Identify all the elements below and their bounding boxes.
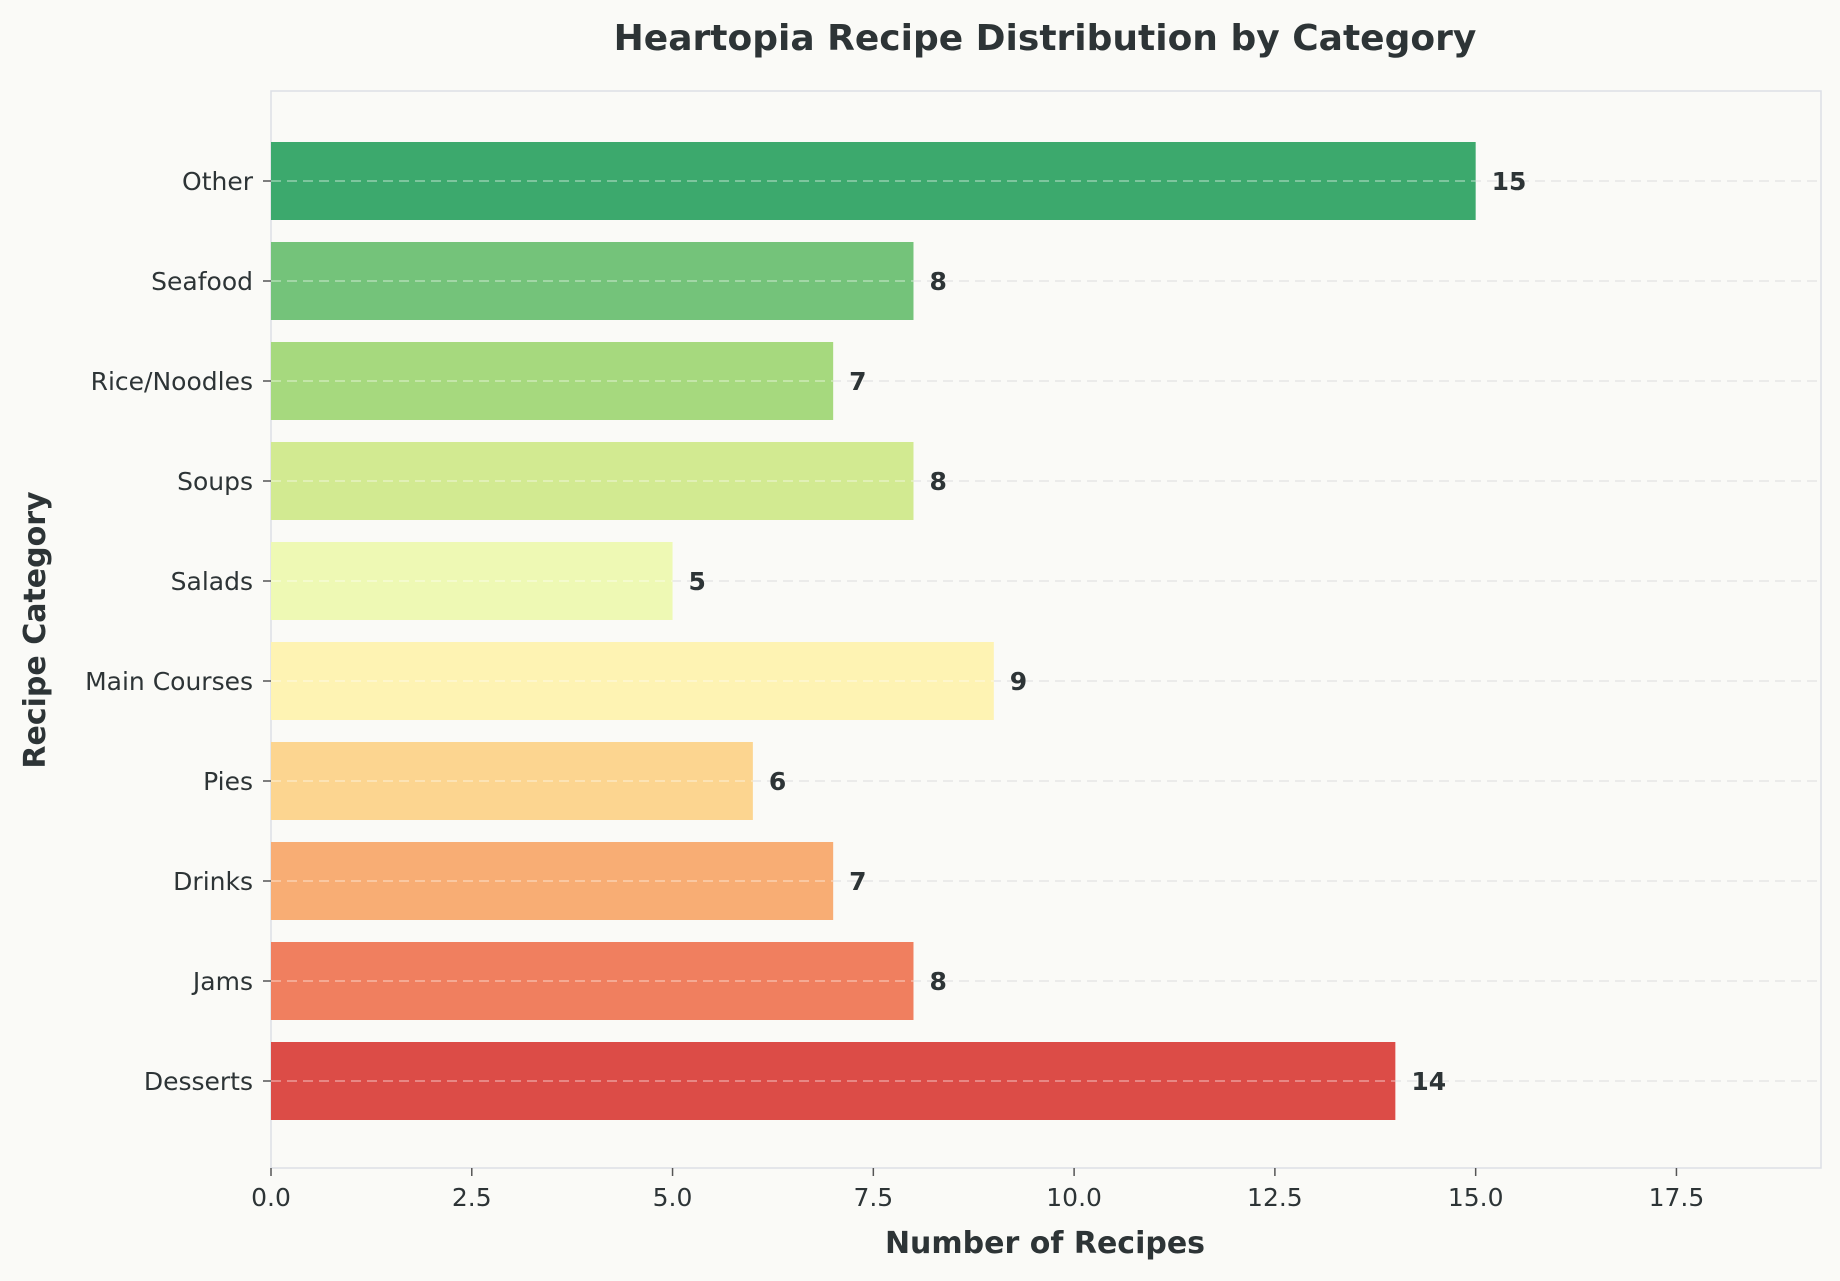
data-label-soups: 8 — [929, 467, 946, 496]
y-tick-label-soups: Soups — [177, 467, 253, 496]
data-label-jams: 8 — [929, 967, 946, 996]
x-axis-title: Number of Recipes — [885, 1226, 1205, 1261]
y-axis-title: Recipe Category — [18, 491, 53, 769]
y-tick-label-seafood: Seafood — [151, 267, 253, 296]
bar-soups — [271, 442, 914, 520]
bar-drinks — [271, 842, 834, 920]
x-tick-label: 5.0 — [653, 1183, 693, 1212]
data-label-rice-noodles: 7 — [849, 367, 866, 396]
y-axis-ticks: Desserts Jams Drinks Pies Main Courses Salads… — [85, 167, 271, 1096]
data-label-pies: 6 — [769, 767, 786, 796]
y-tick-label-pies: Pies — [203, 767, 253, 796]
y-tick-label-main-courses: Main Courses — [85, 667, 253, 696]
data-labels: 14 8 7 6 9 5 8 7 8 15 — [689, 167, 1527, 1096]
bar-seafood — [271, 242, 914, 320]
x-tick-label: 7.5 — [853, 1183, 893, 1212]
y-tick-label-rice-noodles: Rice/Noodles — [91, 367, 253, 396]
data-label-seafood: 8 — [929, 267, 946, 296]
y-tick-label-other: Other — [182, 167, 254, 196]
bar-main-courses — [271, 642, 994, 720]
bar-desserts — [271, 1042, 1396, 1120]
x-tick-label: 12.5 — [1247, 1183, 1303, 1212]
bar-other — [271, 142, 1476, 220]
bar-jams — [271, 942, 914, 1020]
x-axis-ticks: 0.0 2.5 5.0 7.5 10.0 12.5 15.0 17.5 — [251, 1168, 1704, 1212]
x-tick-label: 15.0 — [1448, 1183, 1504, 1212]
y-tick-label-salads: Salads — [171, 567, 253, 596]
chart-title: Heartopia Recipe Distribution by Categor… — [614, 18, 1477, 59]
x-tick-label: 10.0 — [1046, 1183, 1102, 1212]
x-tick-label: 17.5 — [1649, 1183, 1705, 1212]
x-tick-label: 2.5 — [452, 1183, 492, 1212]
bar-salads — [271, 542, 673, 620]
data-label-drinks: 7 — [849, 867, 866, 896]
y-tick-label-jams: Jams — [191, 967, 253, 996]
grid-overlay — [271, 180, 1476, 1082]
data-label-other: 15 — [1492, 167, 1527, 196]
data-label-desserts: 14 — [1411, 1067, 1446, 1096]
data-label-salads: 5 — [689, 567, 706, 596]
x-tick-label: 0.0 — [251, 1183, 291, 1212]
y-tick-label-desserts: Desserts — [144, 1067, 253, 1096]
y-tick-label-drinks: Drinks — [173, 867, 253, 896]
bars — [271, 142, 1476, 1120]
bar-rice-noodles — [271, 342, 834, 420]
data-label-main-courses: 9 — [1010, 667, 1027, 696]
bar-pies — [271, 742, 753, 820]
